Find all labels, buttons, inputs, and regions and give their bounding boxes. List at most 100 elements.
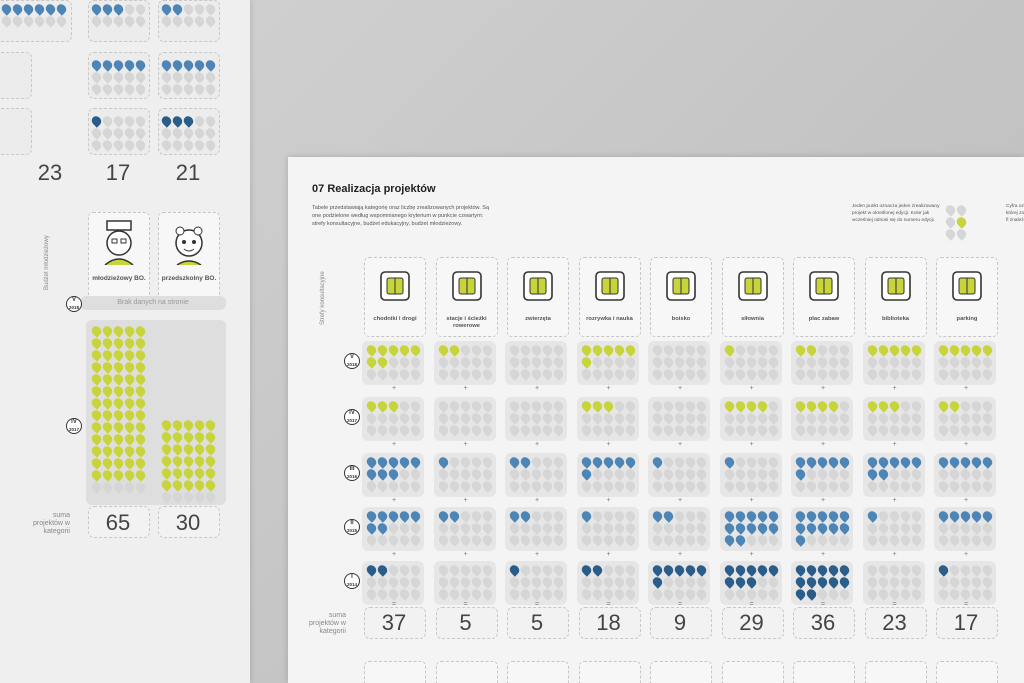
total-value: 17 [953,610,979,635]
plus-sign: + [892,385,897,392]
category-card [507,661,569,683]
gym-equipment-icon [737,271,768,301]
category-card: biblioteka [864,257,927,337]
equals-sign: = [892,601,897,608]
vertical-section-label: Strefy konsultacyjne [320,271,326,325]
left-poster-sheet: 23 17 21 Budżet młodzieżowy młodzieżowy … [0,0,250,683]
total-value: 29 [739,610,764,635]
category-label: chodniki i drogi [373,316,417,322]
equals-sign: = [821,601,826,608]
plus-sign: + [892,551,897,558]
total-box [158,506,220,538]
total-value: 18 [596,610,621,635]
edition-badge: III 2016 [344,465,360,481]
total-box [936,607,998,639]
equals-sign: = [392,601,397,608]
pin-box [0,52,32,99]
parking-car-icon [952,271,982,301]
plus-sign: + [535,385,540,392]
total-box [864,607,927,639]
plus-sign: + [535,551,540,558]
category-label: biblioteka [881,316,910,322]
edition-badge: II 2015 [344,519,360,535]
section-title: Realizacja projektów [327,183,436,195]
project-pin [954,227,969,241]
plus-sign: + [606,551,611,558]
category-card [650,661,712,683]
category-card: młodzieżowy BO. [88,212,150,302]
total-value: 65 [105,510,131,535]
plus-sign: + [678,551,683,558]
edition-badge: V 2018 [344,353,360,369]
intro-text: Tabele przedstawiają kategorię oraz licz… [312,205,490,227]
plus-sign: + [392,441,397,448]
total-box [650,607,712,639]
plus-sign: + [821,385,826,392]
football-pitch-icon [666,271,696,301]
plus-sign: + [821,441,826,448]
category-card: stacje i ścieżki rowerowe [435,257,498,337]
plus-sign: + [964,551,969,558]
young-person-icon [104,220,134,265]
pin-box [0,108,32,155]
plus-sign: + [892,441,897,448]
bicycle-station-icon [451,271,482,301]
category-card: przedszkolny BO. [158,212,220,302]
total-value: 36 [810,610,836,635]
right-poster-sheet: 07 Realizacja projektów Tabele przedstaw… [288,157,1024,683]
plus-sign: + [749,551,754,558]
legend-text: Jeden punkt oznacza jeden zrealizowany p… [852,204,940,223]
edition-badge: V 2018 [66,296,82,312]
category-label: parking [956,316,978,322]
gameboy-flask-icon [594,271,625,301]
total-value: 9 [673,610,687,635]
plus-sign: + [535,497,540,504]
plus-sign: + [749,441,754,448]
category-card: parking [936,257,998,337]
road-map-icon [380,271,410,301]
project-pin [954,203,969,217]
total-box [364,607,426,639]
plus-sign: + [463,385,468,392]
equals-sign: = [964,601,969,608]
category-card [721,661,784,683]
edition-badge: I 2014 [344,573,360,589]
category-label: siłownia [741,316,764,322]
plus-sign: + [821,551,826,558]
plus-sign: + [535,441,540,448]
plus-sign: + [606,385,611,392]
category-card: boisko [650,257,712,337]
plus-sign: + [892,497,897,504]
category-label: stacje i ścieżki rowerowe [446,316,487,329]
equals-sign: = [678,601,683,608]
project-pin [943,215,958,229]
total-value: 23 [37,160,63,185]
category-card [435,661,498,683]
equals-sign: = [749,601,754,608]
plus-sign: + [606,497,611,504]
project-pin [943,203,958,217]
category-label: boisko [671,316,691,322]
category-card: rozrywka i nauka [578,257,641,337]
category-card: siłownia [721,257,784,337]
dog-hydrant-icon [523,271,553,301]
category-card [936,661,998,683]
plus-sign: + [463,441,468,448]
edition-badge: IV 2017 [344,409,360,425]
total-box [507,607,569,639]
total-box [88,506,150,538]
plus-sign: + [678,441,683,448]
total-box [793,607,855,639]
category-label: plac zabaw [808,316,840,322]
total-box [578,607,641,639]
plus-sign: + [392,497,397,504]
equals-sign: = [606,601,611,608]
playground-icon [809,271,839,301]
plus-sign: + [392,551,397,558]
edition-badge: IV 2017 [66,418,82,434]
plus-sign: + [606,441,611,448]
plus-sign: + [749,497,754,504]
category-card: zwierzęta [507,257,569,337]
no-data-note: Brak danych na stronie [117,299,189,306]
category-label: młodzieżowy BO. [92,275,146,282]
